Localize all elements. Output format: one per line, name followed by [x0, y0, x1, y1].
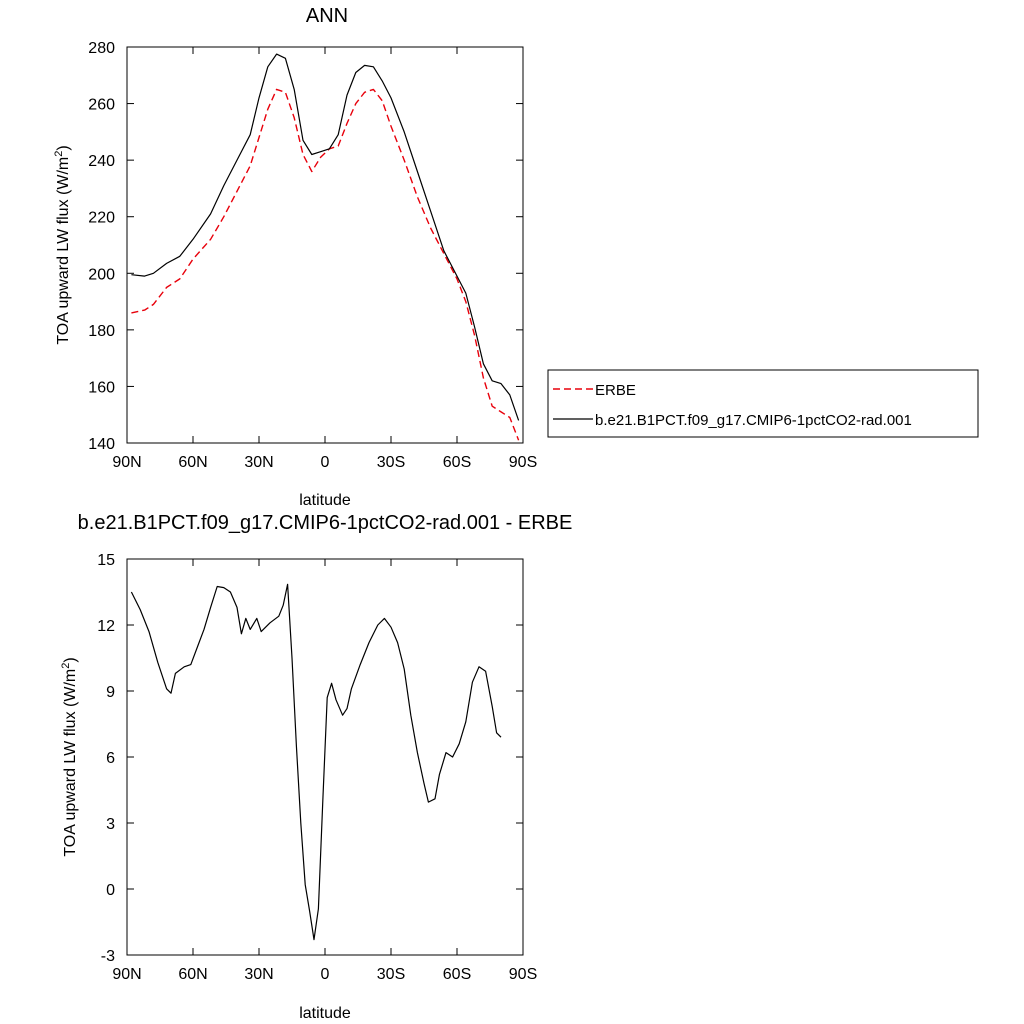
bottom-y-tick-label: -3 — [101, 948, 115, 965]
top-y-tick-label: 240 — [88, 153, 115, 170]
top-x-axis-label: latitude — [299, 492, 351, 509]
top-y-tick-label: 160 — [88, 379, 115, 396]
legend: ERBE b.e21.B1PCT.f09_g17.CMIP6-1pctCO2-r… — [547, 369, 979, 438]
bottom-x-tick-label: 0 — [321, 966, 330, 983]
top-y-tick-label: 200 — [88, 266, 115, 283]
top-y-axis-label: TOA upward LW flux (W/m2) — [53, 145, 72, 344]
top-y-tick-label: 260 — [88, 97, 115, 114]
top-y-axis-label-sup: 2 — [53, 151, 65, 157]
top-y-tick-label: 280 — [88, 40, 115, 57]
bottom-y-axis-label-sup: 2 — [60, 663, 72, 669]
bottom-chart-title: b.e21.B1PCT.f09_g17.CMIP6-1pctCO2-rad.00… — [78, 512, 573, 534]
top-y-axis-label-close: ) — [55, 145, 72, 150]
top-x-tick-label: 60N — [178, 454, 207, 471]
legend-erbe-label: ERBE — [595, 382, 636, 399]
bottom-y-tick-label: 0 — [106, 882, 115, 899]
top-y-axis-label-main: TOA upward LW flux (W/m — [55, 157, 72, 345]
bottom-series-line-0 — [130, 583, 502, 941]
top-y-tick-label: 140 — [88, 436, 115, 453]
legend-box — [547, 369, 979, 438]
bottom-y-axis-label-close: ) — [62, 657, 79, 662]
top-x-tick-label: 30S — [377, 454, 405, 471]
climatology-panel: ANN 90N 60N 30N 0 30S 60S 90S 140 160 180 200 220 24… — [53, 5, 979, 509]
top-series-line-1 — [131, 53, 520, 421]
bottom-x-axis-label: latitude — [299, 1005, 351, 1022]
bottom-x-tick-label: 30S — [377, 966, 405, 983]
bottom-y-tick-label: 3 — [106, 816, 115, 833]
top-y-tick-label: 180 — [88, 323, 115, 340]
bottom-y-axis-label: TOA upward LW flux (W/m2) — [60, 657, 79, 856]
bottom-x-tick-label: 60N — [178, 966, 207, 983]
bottom-y-tick-label: 6 — [106, 750, 115, 767]
top-plot-frame — [126, 46, 524, 444]
bottom-x-tick-label: 60S — [443, 966, 471, 983]
bottom-y-tick-label: 9 — [106, 684, 115, 701]
bottom-x-tick-label: 90N — [112, 966, 141, 983]
top-chart-title: ANN — [306, 5, 348, 27]
top-x-tick-label: 90N — [112, 454, 141, 471]
difference-panel: b.e21.B1PCT.f09_g17.CMIP6-1pctCO2-rad.00… — [60, 512, 572, 1022]
bottom-x-tick-label: 30N — [244, 966, 273, 983]
top-x-tick-label: 60S — [443, 454, 471, 471]
top-x-tick-label: 90S — [509, 454, 537, 471]
top-x-tick-label: 0 — [321, 454, 330, 471]
bottom-y-axis-label-main: TOA upward LW flux (W/m — [62, 669, 79, 857]
legend-model-label: b.e21.B1PCT.f09_g17.CMIP6-1pctCO2-rad.00… — [595, 412, 912, 429]
top-y-tick-label: 220 — [88, 210, 115, 227]
bottom-y-tick-label: 12 — [97, 618, 115, 635]
bottom-x-tick-label: 90S — [509, 966, 537, 983]
bottom-y-tick-label: 15 — [97, 552, 115, 569]
top-series-line-0 — [131, 88, 520, 441]
top-x-tick-label: 30N — [244, 454, 273, 471]
